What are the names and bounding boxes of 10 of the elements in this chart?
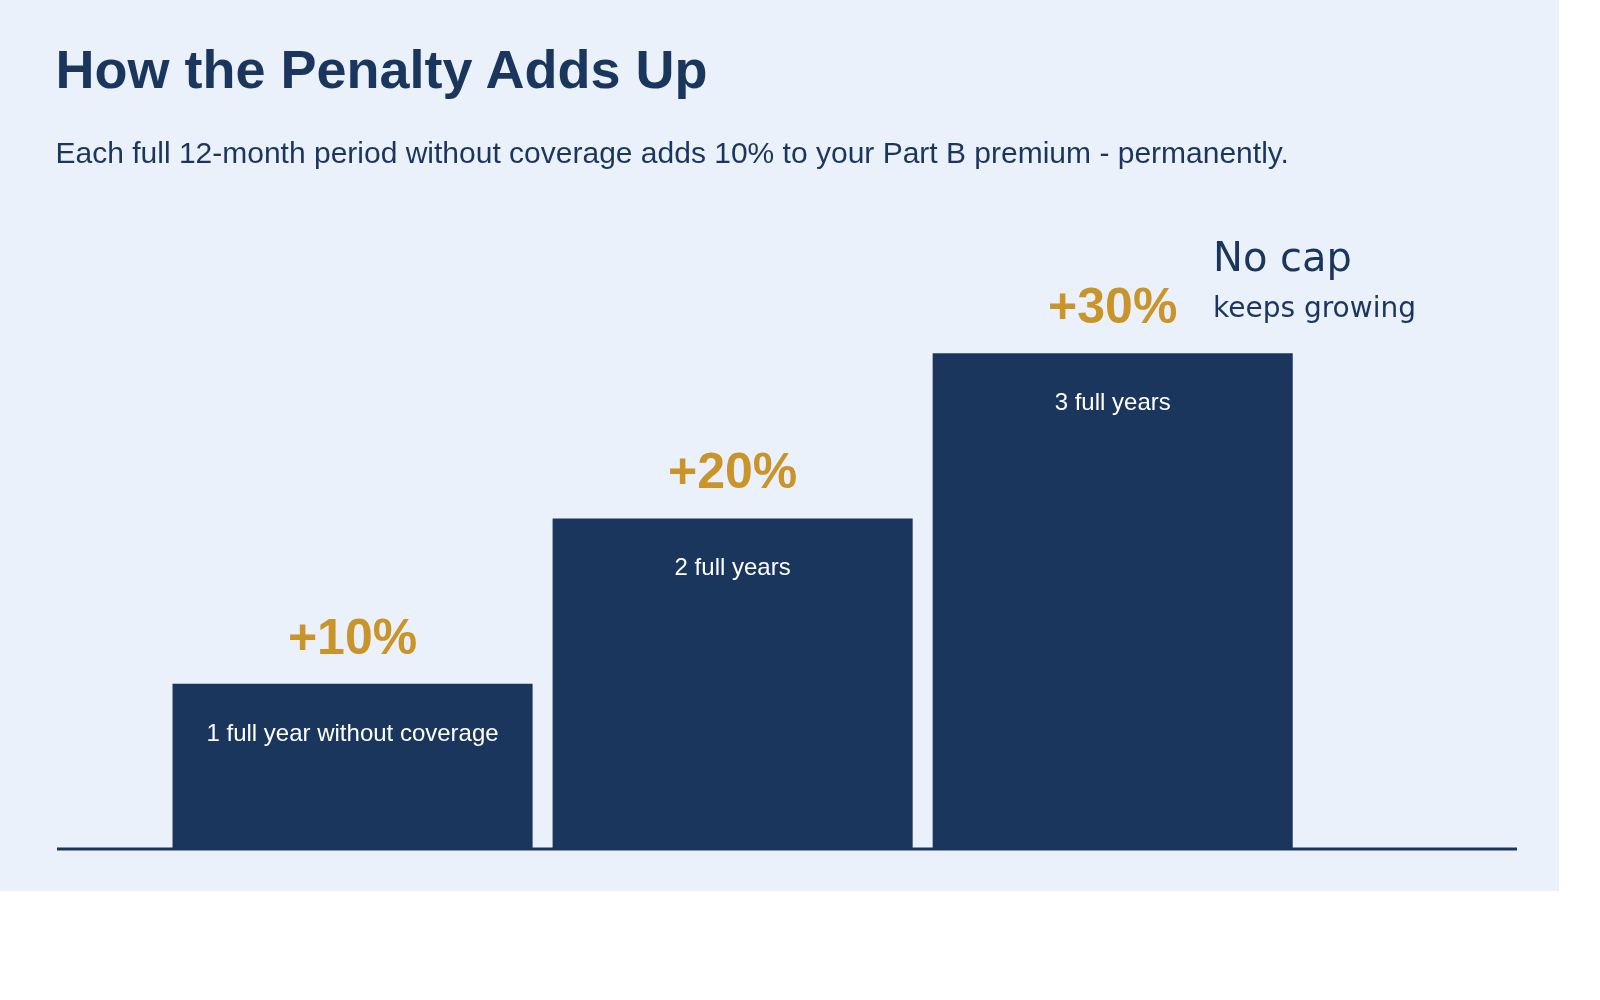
text: No cap	[1213, 234, 1353, 280]
text: keeps growing	[1213, 291, 1416, 324]
x-tick-label: 2 full years	[674, 553, 791, 581]
data-label: +20%	[667, 443, 798, 500]
x-tick-label: 3 full years	[1054, 388, 1171, 416]
x-tick-label: 1 full year without coverage	[206, 718, 499, 746]
data-label: +30%	[1048, 278, 1178, 335]
data-label: +10%	[287, 608, 418, 665]
chart-subtitle: Each full 12-month period without coverage adds 10% to your Part B premium - permanently.	[55, 136, 1289, 169]
chart-title: How the Penalty Adds Up	[55, 39, 708, 99]
